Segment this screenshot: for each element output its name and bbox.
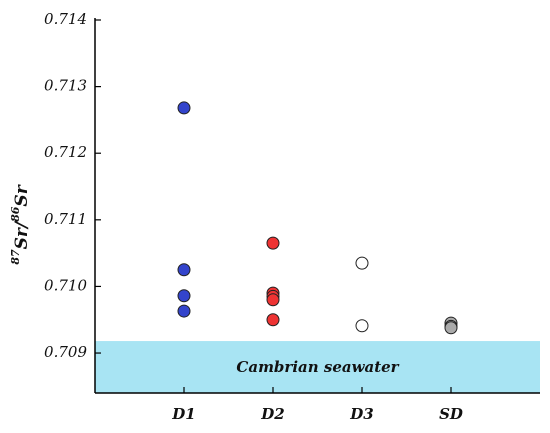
point <box>177 304 191 318</box>
point <box>266 293 280 307</box>
label-text: Sr <box>12 184 32 206</box>
point <box>177 289 191 303</box>
point <box>266 313 280 327</box>
x-tick-label: D2 <box>260 405 284 423</box>
y-axis-label: 87Sr/86Sr <box>9 184 32 264</box>
y-tick-label: 0.709 <box>44 343 87 361</box>
band-label: Cambrian seawater <box>236 358 399 376</box>
y-tick-label: 0.713 <box>44 77 87 95</box>
seawater-band <box>95 341 540 393</box>
point <box>355 256 369 270</box>
y-tick-label: 0.710 <box>44 276 87 294</box>
y-tick-label: 0.714 <box>44 10 87 28</box>
y-tick-label: 0.711 <box>44 210 87 228</box>
label-superscript: 87 <box>9 249 22 265</box>
label-text: Sr/ <box>12 220 32 249</box>
point <box>444 321 458 335</box>
y-tick-label: 0.712 <box>44 143 87 161</box>
x-tick-label: SD <box>439 405 463 423</box>
x-tick-label: D1 <box>171 405 195 423</box>
point <box>177 263 191 277</box>
label-superscript: 86 <box>9 206 22 222</box>
point <box>355 319 369 333</box>
point <box>177 101 191 115</box>
point <box>266 236 280 250</box>
x-tick-label: D3 <box>349 405 373 423</box>
